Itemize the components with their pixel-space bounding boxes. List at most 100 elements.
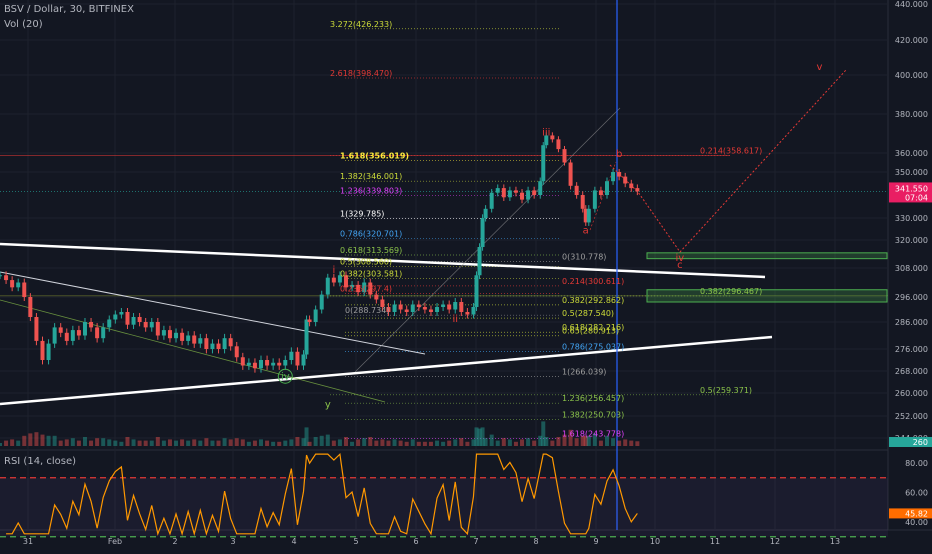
rsi-legend[interactable]: RSI (14, close) [4,456,77,467]
candle-body [471,307,476,315]
candle-body [562,149,567,163]
volume-bar [562,434,567,446]
candle-body [137,317,142,322]
fib-level-label: 1.382(346.001) [340,172,402,181]
volume-bar [489,434,494,446]
candle-body [331,277,336,283]
candle-body [222,338,227,349]
volume-bar [265,440,270,446]
candle-body [161,330,166,336]
candle-body [356,284,361,293]
volume-bar [592,433,597,446]
volume-bar [598,440,603,446]
symbol-title[interactable]: BSV / Dollar, 30, BITFINEX [4,4,134,15]
candle-body [501,188,506,198]
price-axis-label: 286.000 [895,318,928,327]
time-axis-label: 10 [650,537,660,546]
candle-body [480,218,485,247]
candle-body [131,317,136,325]
candle-body [507,190,512,198]
volume-bar [410,439,415,446]
volume-bar [428,441,433,446]
time-axis-label: 31 [23,537,33,546]
volume-bar [532,440,537,446]
volume-bar [113,440,118,446]
fib-level-label: 0.382(292.862) [562,296,624,305]
fib-level-label: 0.5(308.560) [340,258,392,267]
candle-body [629,183,634,189]
volume-bar [28,433,33,446]
fib-level-label: 0.236(297.4) [340,285,392,294]
volume-bar [483,438,488,446]
candle-body [410,304,415,312]
volume-bar [459,438,464,446]
volume-bar [95,438,100,446]
fib-level-label: 0.618(282.216) [562,323,624,332]
volume-bar [477,428,482,446]
volume-bar [216,440,221,446]
candle-body [477,247,482,276]
time-axis-label: 6 [413,537,418,546]
candle-body [82,322,87,336]
candle-body [362,282,367,293]
trendline-lower [0,335,773,406]
volume-bar [392,439,397,446]
wave-label: iv [675,253,684,264]
time-axis-label: 9 [593,537,598,546]
volume-bar [46,435,51,446]
candle-body [489,192,494,209]
volume-bar [435,440,440,446]
fib-level-label: 1(266.039) [562,367,606,376]
candle-body [368,282,373,295]
volume-bar [34,432,39,446]
rsi-axis-label: 40.00 [905,518,928,527]
candle-body [416,304,421,307]
volume-bar [234,438,239,446]
fib-level-label: 2.618(398.470) [330,69,392,78]
time-axis-label: 13 [830,537,840,546]
candle-body [10,280,15,288]
fib-level-label: 0.214(300.611) [562,277,624,286]
price-axis-label: 400.000 [895,71,928,80]
volume-bar [325,434,330,446]
candle-body [40,340,45,360]
candle-body [374,294,379,300]
volume-bar [480,427,485,446]
candle-body [304,319,309,355]
volume-bar [635,441,640,446]
volume-bar [52,435,57,446]
candle-body [107,319,112,328]
fib-level-label: 0.786(320.701) [340,229,402,238]
wave-label: a [583,225,589,236]
candle-body [422,307,427,310]
volume-bar [204,438,209,446]
candle-body [180,332,185,341]
volume-bar [422,441,427,446]
candle-body [617,172,622,177]
volume-bar [319,435,324,446]
volume-bar [441,441,446,446]
target-zone [646,252,888,260]
volume-bar [538,435,543,446]
fib-level-label: 0(288.734) [345,306,389,315]
volume-bar [137,440,142,446]
candle-body [64,332,69,341]
candle-body [380,299,385,307]
candle-body [246,362,251,366]
volume-bar [313,437,318,446]
wave-circle [277,368,293,384]
price-axis-label: 420.000 [895,36,928,45]
candle-body [623,176,628,184]
volume-bar [210,440,215,446]
fib-level-label: 0.618(313.569) [340,246,402,255]
candle-body [34,317,39,341]
volume-legend[interactable]: Vol (20) [4,19,43,30]
fib-level-label: 1.382(250.703) [562,411,624,420]
time-axis-label: 5 [353,537,358,546]
trendline-green [0,299,386,403]
candle-body [538,181,543,195]
volume-bar [107,439,112,446]
volume-bar [474,427,479,446]
volume-bar [343,437,348,446]
